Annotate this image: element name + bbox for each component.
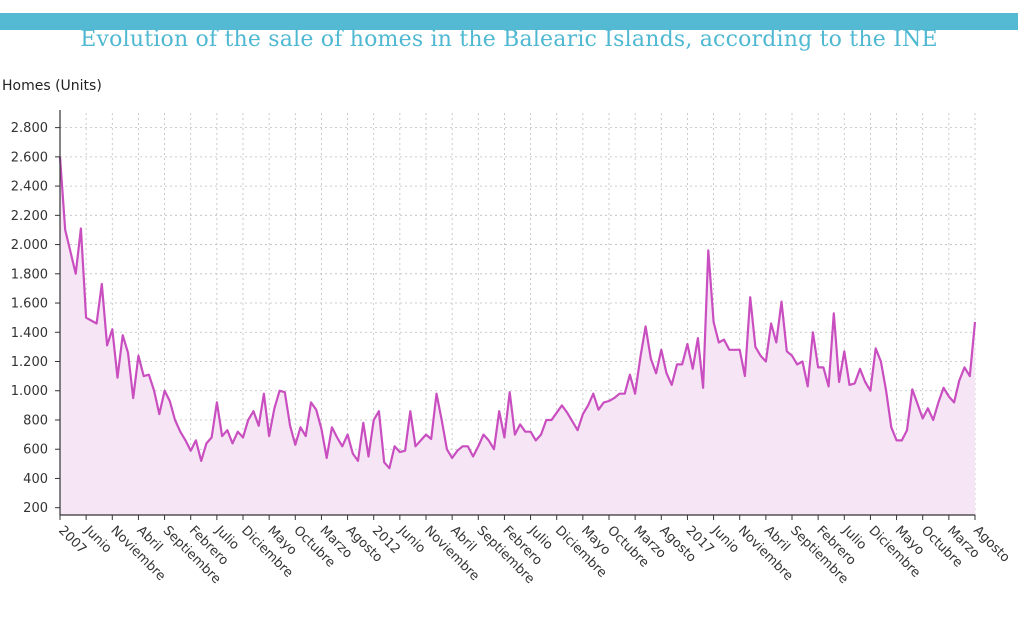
y-tick-label: 1.600 [11,297,48,312]
y-tick-label: 2.200 [11,209,48,224]
x-tick-label: Junio [394,523,428,557]
y-tick-label: 600 [23,443,48,458]
y-tick-label: 2.000 [11,238,48,253]
x-tick-labels: 2007JunioNoviembreAbrilSeptiembreFebrero… [55,523,1012,587]
y-tick-label: 2.600 [11,150,48,165]
chart-title: Evolution of the sale of homes in the Ba… [80,27,938,52]
x-tick-label: 2007 [55,523,89,557]
y-tick-label: 1.000 [11,384,48,399]
y-tick-label: 1.400 [11,326,48,341]
x-tick-label: Junio [81,523,115,557]
y-tick-label: 1.800 [11,267,48,282]
y-tick-label: 2.800 [11,121,48,136]
y-tick-label: 2.400 [11,180,48,195]
x-tick-label: Junio [708,523,742,557]
series-area-fill [60,156,975,515]
y-tick-label: 200 [23,501,48,516]
series-line [58,156,977,470]
y-tick-label: 1.200 [11,355,48,370]
y-axis-label: Homes (Units) [2,78,102,94]
top-banner-bar [0,13,1018,30]
y-tick-label: 400 [23,472,48,487]
y-tick-label: 800 [23,413,48,428]
axes [55,110,976,520]
y-tick-labels: 200 400 600 800 1.000 1.200 1.400 1.600 1.800 2.0… [11,121,48,516]
